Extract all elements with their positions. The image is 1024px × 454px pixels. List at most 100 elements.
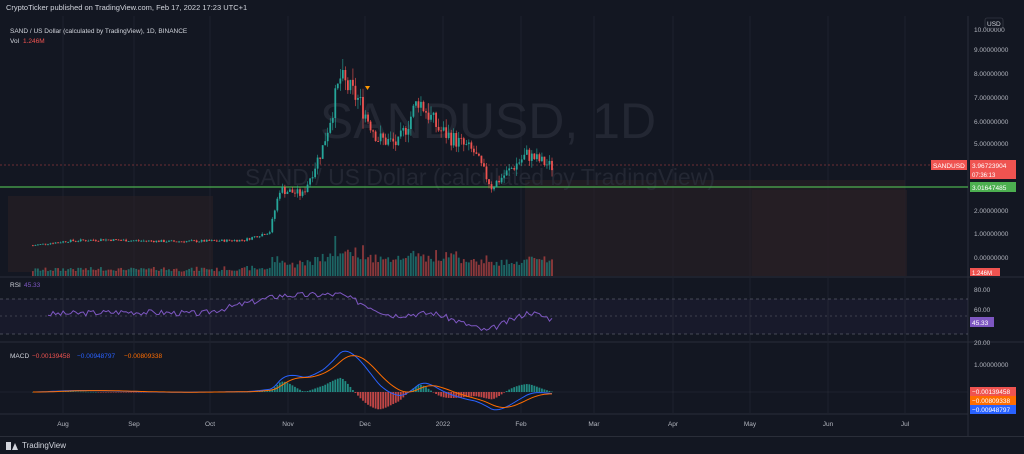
volume-bar (208, 269, 211, 276)
macd-hist-bar (92, 391, 95, 393)
price-chart[interactable]: SANDUSD, 1D SAND / US Dollar (calculated… (0, 16, 1024, 436)
macd-hist-bar (389, 392, 392, 406)
candle-body (100, 239, 102, 242)
candle-body (226, 239, 228, 242)
symbol-legend[interactable]: SAND / US Dollar (calculated by TradingV… (10, 28, 188, 35)
candle-body (354, 85, 357, 100)
macd-hist-bar (490, 392, 493, 400)
macd-hist-bar (132, 392, 135, 393)
volume-bar (442, 258, 445, 276)
candle-body (278, 192, 281, 199)
candle-body (472, 148, 475, 153)
volume-bar (278, 262, 281, 276)
volume-bar (538, 259, 541, 276)
volume-bar (193, 270, 196, 276)
time-label: Jun (823, 421, 834, 428)
candle-body (140, 240, 143, 242)
volume-bar (334, 236, 337, 276)
currency-badge: USD (987, 21, 1001, 28)
volume-bar (374, 254, 377, 276)
price-label: 8.00000000 (974, 71, 1009, 78)
rsi-legend-label[interactable]: RSI (10, 282, 21, 289)
candle-body (450, 132, 453, 146)
candle-body (115, 239, 117, 240)
macd-hist-bar (541, 388, 543, 392)
macd-hist-bar (359, 392, 362, 399)
candle-body (178, 241, 180, 243)
candle-body (520, 159, 523, 163)
macd-legend-label[interactable]: MACD (10, 353, 29, 360)
macd-hist-bar (117, 392, 120, 393)
volume-bar (457, 257, 460, 276)
tradingview-logo-icon (6, 441, 18, 450)
volume-bar (127, 269, 130, 276)
volume-bar (513, 264, 516, 276)
macd-hist-bar (112, 392, 115, 393)
volume-bar (394, 259, 397, 276)
volume-bar (341, 253, 344, 276)
candle-body (210, 240, 213, 241)
volume-bar (306, 260, 309, 276)
macd-hist-bar (432, 392, 435, 393)
volume-bar (445, 252, 448, 276)
candle-body (92, 239, 95, 241)
volume-bar (427, 255, 430, 276)
price-axis[interactable]: 10.000000 9.00000000 8.00000000 7.000000… (974, 27, 1009, 262)
macd-hist-bar (483, 392, 485, 398)
tradingview-logo[interactable]: TradingView (6, 441, 66, 450)
macd-hist-bar (475, 392, 478, 397)
time-axis[interactable]: Aug Sep Oct Nov Dec 2022 Feb Mar Apr May… (57, 421, 909, 428)
volume-bar (493, 265, 495, 276)
volume-bars (31, 236, 553, 276)
candle-body (397, 136, 400, 146)
candle-body (102, 239, 105, 241)
vol-tag: 1.246M (972, 271, 992, 277)
candle-body (488, 179, 490, 185)
candle-body (495, 180, 498, 188)
volume-bar (455, 251, 458, 276)
candle-body (430, 114, 432, 120)
volume-bar (523, 259, 526, 276)
macd-hist-bar (352, 390, 354, 392)
macd-hist-bar (382, 392, 385, 409)
candle-body (304, 191, 306, 193)
macd-hist-bar (321, 385, 324, 392)
macd-legend-signal: −0.00809338 (124, 353, 163, 360)
macd-hist-bar (324, 384, 327, 392)
volume-bar (460, 263, 463, 276)
volume-bar (132, 268, 135, 276)
candle-body (505, 170, 508, 176)
candle-body (319, 157, 322, 159)
macd-hist-bar (326, 383, 329, 392)
currency-badge-box[interactable] (984, 17, 1004, 29)
macd-hist-bar (548, 390, 551, 392)
macd-hist-bar (425, 387, 427, 392)
candle-body (203, 240, 206, 242)
volume-bar (190, 267, 193, 276)
candle-body (465, 144, 468, 145)
rsi-axis[interactable]: 80.00 60.00 20.00 (974, 287, 991, 347)
candle-body (256, 236, 259, 238)
volume-bar (175, 268, 178, 276)
macd-hist-bar (520, 384, 523, 392)
volume-bar (261, 268, 264, 276)
volume-bar (510, 262, 513, 276)
macd-hist-bar (551, 391, 553, 393)
volume-bar (409, 253, 412, 276)
candle-body (382, 133, 385, 138)
volume-bar (59, 270, 62, 276)
volume-bar (528, 256, 531, 276)
volume-bar (369, 254, 372, 276)
candle-body (399, 130, 402, 137)
candle-body (339, 78, 342, 84)
candle-body (248, 238, 251, 240)
volume-bar (218, 271, 221, 276)
candle-body (548, 160, 551, 165)
candle-body (72, 239, 75, 241)
candle-body (228, 239, 231, 241)
volume-bar (273, 262, 276, 276)
macd-hist-bar (437, 392, 440, 396)
candle-body (437, 126, 440, 131)
macd-hist-bar (314, 388, 317, 392)
volume-bar (283, 262, 286, 276)
